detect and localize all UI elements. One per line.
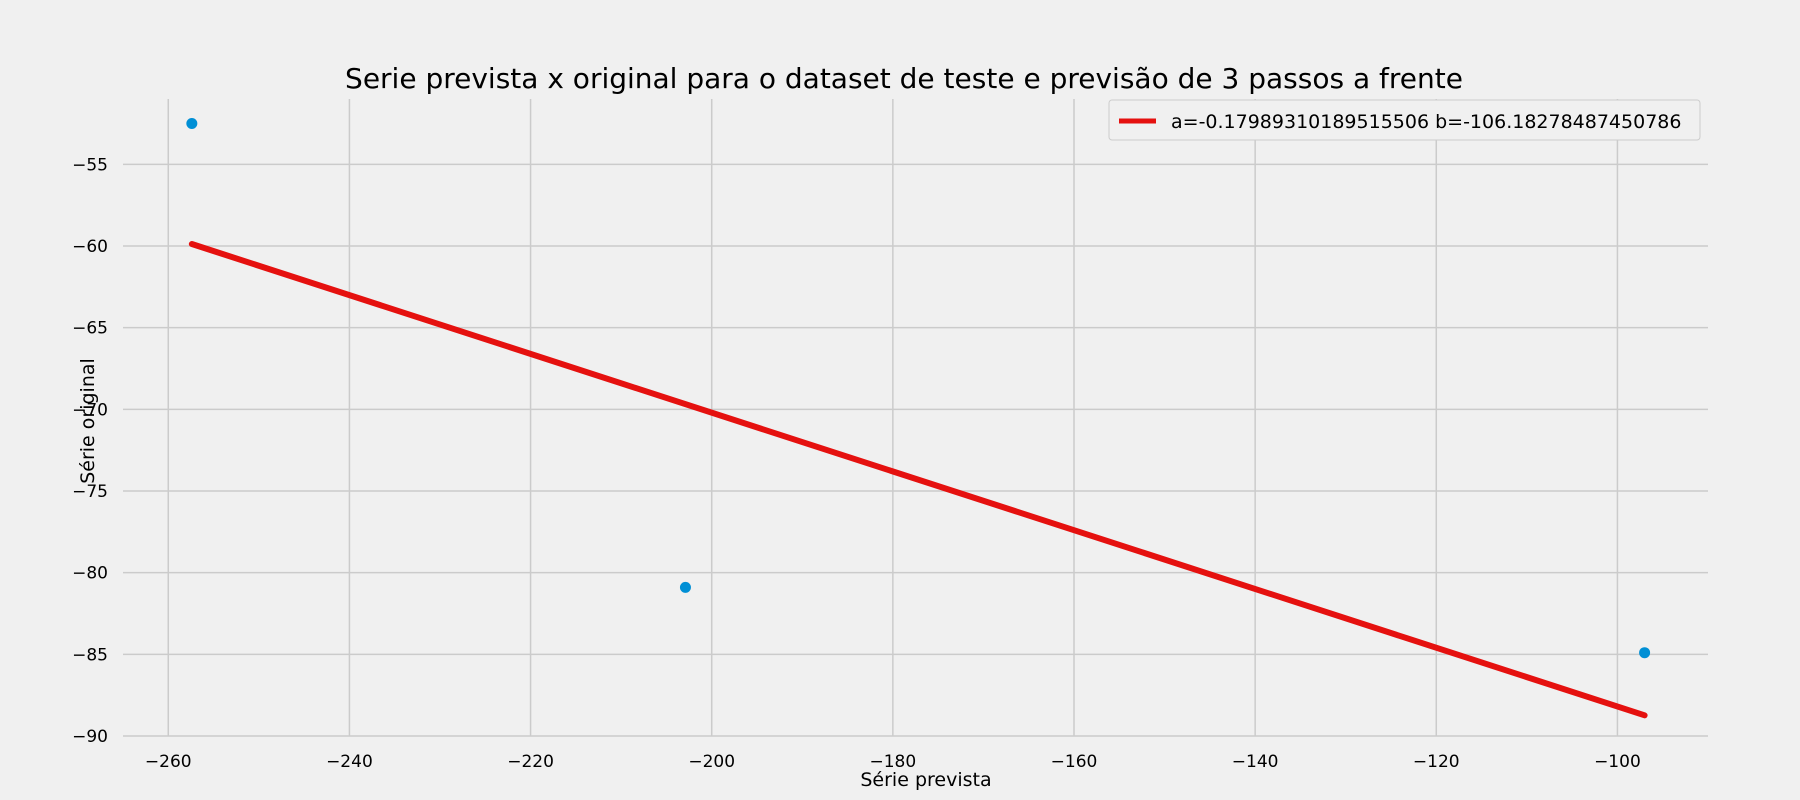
legend-box xyxy=(1108,99,1701,141)
x-tick-label: −220 xyxy=(507,752,554,772)
x-tick-label: −120 xyxy=(1413,752,1460,772)
y-axis-label: Série original xyxy=(77,358,99,484)
legend-label: a=-0.17989310189515506 b=-106.1827848745… xyxy=(1171,111,1681,133)
x-tick-label: −260 xyxy=(145,752,192,772)
legend: a=-0.17989310189515506 b=-106.1827848745… xyxy=(1108,99,1701,141)
scatter-point xyxy=(1639,647,1651,659)
regression-line xyxy=(188,241,1648,719)
chart-title: Serie prevista x original para o dataset… xyxy=(345,62,1463,95)
y-tick-label: −75 xyxy=(72,482,108,502)
y-tick-label: −55 xyxy=(72,155,108,175)
x-tick-label: −140 xyxy=(1232,752,1279,772)
y-tick-label: −90 xyxy=(72,727,108,747)
grid xyxy=(123,99,1708,737)
scatter-point xyxy=(186,118,198,129)
x-axis-label: Série prevista xyxy=(860,769,991,791)
plot-area xyxy=(186,118,1651,719)
x-tick-label: −100 xyxy=(1594,752,1641,772)
tick-labels: −260 −240 −220 −200 −180 −160 −140 −120 −100 −90 −… xyxy=(72,155,1641,772)
y-tick-label: −60 xyxy=(72,237,108,257)
y-tick-label: −65 xyxy=(72,319,108,339)
x-tick-label: −200 xyxy=(688,752,735,772)
y-tick-label: −80 xyxy=(72,564,108,584)
y-tick-label: −85 xyxy=(72,645,108,665)
scatter-point xyxy=(679,581,691,593)
x-tick-label: −180 xyxy=(870,752,917,772)
x-tick-label: −240 xyxy=(326,752,373,772)
y-tick-label: −70 xyxy=(72,400,108,420)
x-tick-label: −160 xyxy=(1051,752,1098,772)
